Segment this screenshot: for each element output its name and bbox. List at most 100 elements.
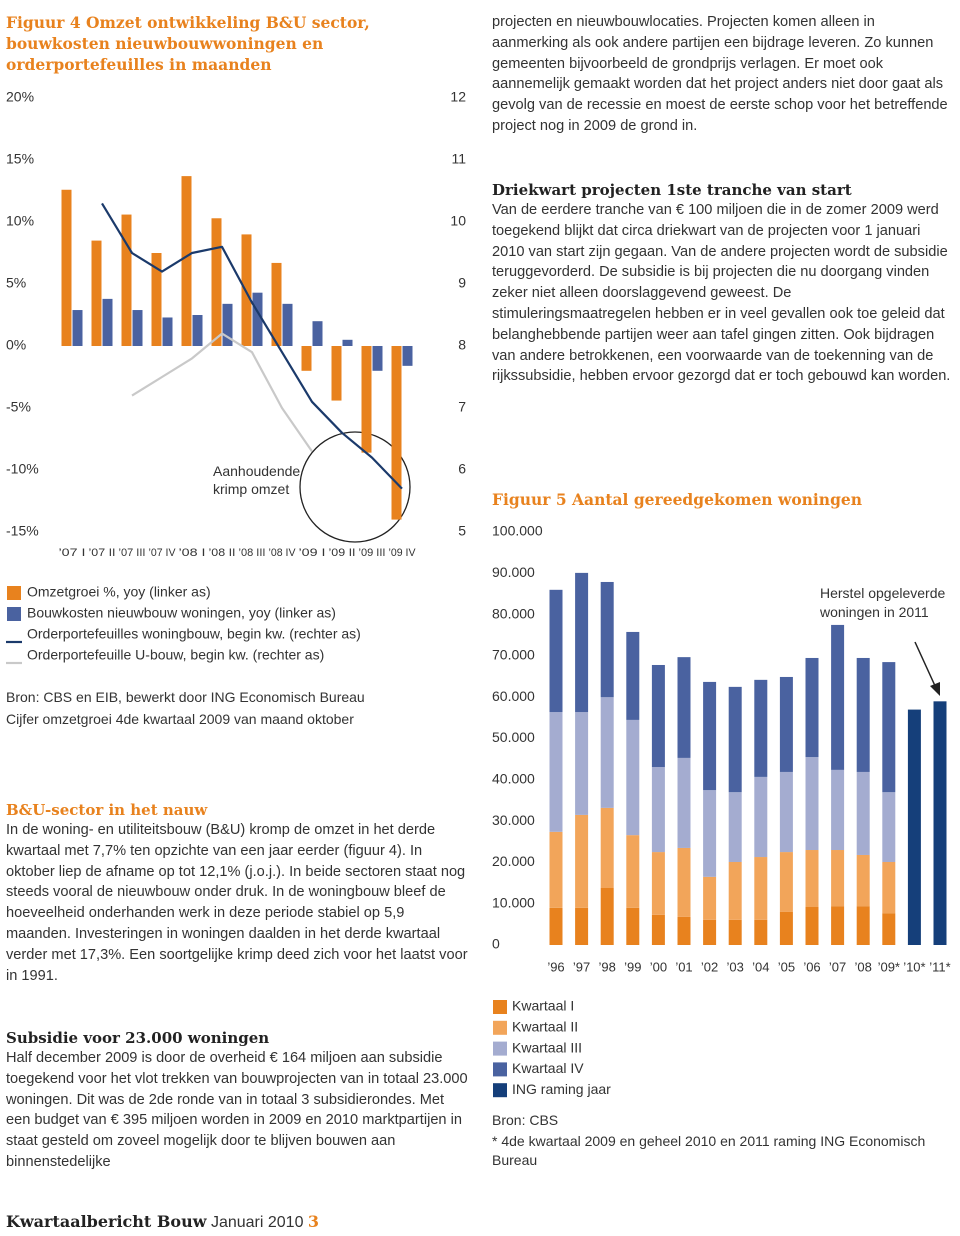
- y-tick-label: 20.000: [492, 853, 535, 869]
- bar-segment: [600, 697, 614, 808]
- bar-segment: [856, 854, 870, 907]
- bar-segment: [575, 907, 589, 945]
- bar-segment: [626, 907, 640, 945]
- legend-swatch: [7, 586, 21, 600]
- bar: [391, 346, 402, 520]
- bar-segment: [728, 919, 742, 945]
- x-tick-label: ’08 II: [209, 547, 236, 559]
- x-tick-label: ’05: [778, 959, 795, 974]
- y2-tick-label: 12: [450, 89, 466, 105]
- source: Bron: CBS en EIB, bewerkt door ING Econo…: [6, 689, 365, 705]
- bar: [331, 346, 342, 401]
- bar-segment: [831, 769, 845, 851]
- legend-label: Kwartaal I: [512, 998, 574, 1014]
- legend-swatch: [493, 1041, 507, 1056]
- y-tick-label: 70.000: [492, 647, 535, 663]
- bar-segment: [677, 657, 691, 758]
- bar-segment: [728, 686, 742, 793]
- x-tick-label: ’09 II: [329, 547, 356, 559]
- bar: [181, 176, 192, 346]
- x-tick-label: ’07 II: [89, 547, 116, 559]
- legend-label: Kwartaal II: [512, 1019, 578, 1035]
- bar-segment: [831, 624, 845, 770]
- source: Bron: CBS: [492, 1112, 559, 1128]
- y-tick-label: 100.000: [492, 523, 543, 539]
- y-tick-label: 10.000: [492, 894, 535, 910]
- issue: Januari 2010: [210, 1214, 304, 1231]
- bar: [282, 303, 293, 346]
- bar-segment: [831, 850, 845, 907]
- paragraph: In de woning- en utiliteitsbouw (B&U) kr…: [6, 822, 468, 984]
- bar-segment: [805, 757, 819, 851]
- x-tick-label: ’04: [752, 959, 769, 974]
- y2-tick-label: 7: [458, 399, 466, 415]
- legend-swatch: [7, 607, 21, 621]
- heading: Driekwart projecten 1ste tranche van sta…: [492, 181, 852, 199]
- x-tick-label: ’07 III: [119, 547, 146, 559]
- legend-swatch: [493, 1020, 507, 1035]
- bar-segment: [651, 766, 665, 853]
- y2-tick-label: 10: [450, 213, 466, 229]
- bar-segment: [779, 911, 793, 945]
- bar-segment: [882, 861, 896, 914]
- bar: [72, 310, 83, 346]
- bar: [301, 346, 312, 371]
- y-tick-label: 80.000: [492, 605, 535, 621]
- figure-4-title: Figuur 4 Omzet ontwikkeling B&U sector, …: [6, 13, 370, 74]
- x-tick-label: ’02: [701, 959, 718, 974]
- bar-segment: [651, 914, 665, 945]
- paragraph: Half december 2009 is door de overheid €…: [6, 1050, 468, 1170]
- x-tick-label: ’11*: [929, 959, 950, 974]
- bar-segment: [549, 907, 563, 945]
- heading: Subsidie voor 23.000 woningen: [6, 1029, 270, 1047]
- bar-segment: [805, 907, 819, 945]
- x-tick-label: ’08 IV: [269, 547, 297, 559]
- publication: Kwartaalbericht Bouw: [6, 1212, 207, 1231]
- bar-segment: [651, 852, 665, 915]
- y2-tick-label: 5: [458, 523, 466, 539]
- bar: [361, 346, 372, 453]
- x-tick-label: ’99: [624, 959, 641, 974]
- x-tick-label: ’07: [829, 959, 846, 974]
- bar: [61, 189, 72, 346]
- bar: [342, 339, 353, 346]
- x-tick-label: ’09*: [878, 959, 900, 974]
- bar: [222, 303, 233, 346]
- bar-segment: [882, 913, 896, 945]
- bar-segment: [626, 719, 640, 836]
- bar-segment: [779, 676, 793, 772]
- figure-5-title: Figuur 5 Aantal gereedgekomen woningen: [492, 490, 863, 509]
- bar-segment: [856, 771, 870, 855]
- bar-segment: [856, 657, 870, 772]
- bar-segment: [626, 631, 640, 720]
- y-tick-label: -10%: [6, 461, 39, 477]
- bar-segment: [651, 664, 665, 767]
- y2-tick-label: 9: [458, 275, 466, 291]
- paragraph: Van de eerdere tranche van € 100 miljoen…: [492, 202, 951, 385]
- y-tick-label: 60.000: [492, 688, 535, 704]
- bar-segment: [677, 757, 691, 848]
- x-tick-label: ’07 I: [59, 547, 86, 559]
- footer: Kwartaalbericht Bouw Januari 2010 3: [6, 1212, 319, 1234]
- x-tick-label: ’00: [650, 959, 667, 974]
- x-tick-label: ’97: [573, 959, 590, 974]
- y-tick-label: 50.000: [492, 729, 535, 745]
- legend-swatch: [493, 1083, 507, 1098]
- bar-segment: [754, 919, 768, 945]
- bar: [312, 321, 323, 346]
- x-tick-label: ’09 IV: [389, 547, 417, 559]
- y-tick-label: -5%: [6, 399, 31, 415]
- bar-segment: [600, 807, 614, 889]
- y2-tick-label: 6: [458, 461, 466, 477]
- bar-segment: [805, 657, 819, 758]
- bar-segment: [728, 861, 742, 920]
- y-tick-label: 10%: [6, 213, 34, 229]
- y2-tick-label: 8: [458, 337, 466, 353]
- bar-segment: [549, 712, 563, 832]
- bar: [192, 315, 203, 346]
- source-note: Cijfer omzetgroei 4de kwartaal 2009 van …: [6, 711, 354, 727]
- y-tick-label: 20%: [6, 89, 34, 105]
- legend-swatch: [493, 1062, 507, 1077]
